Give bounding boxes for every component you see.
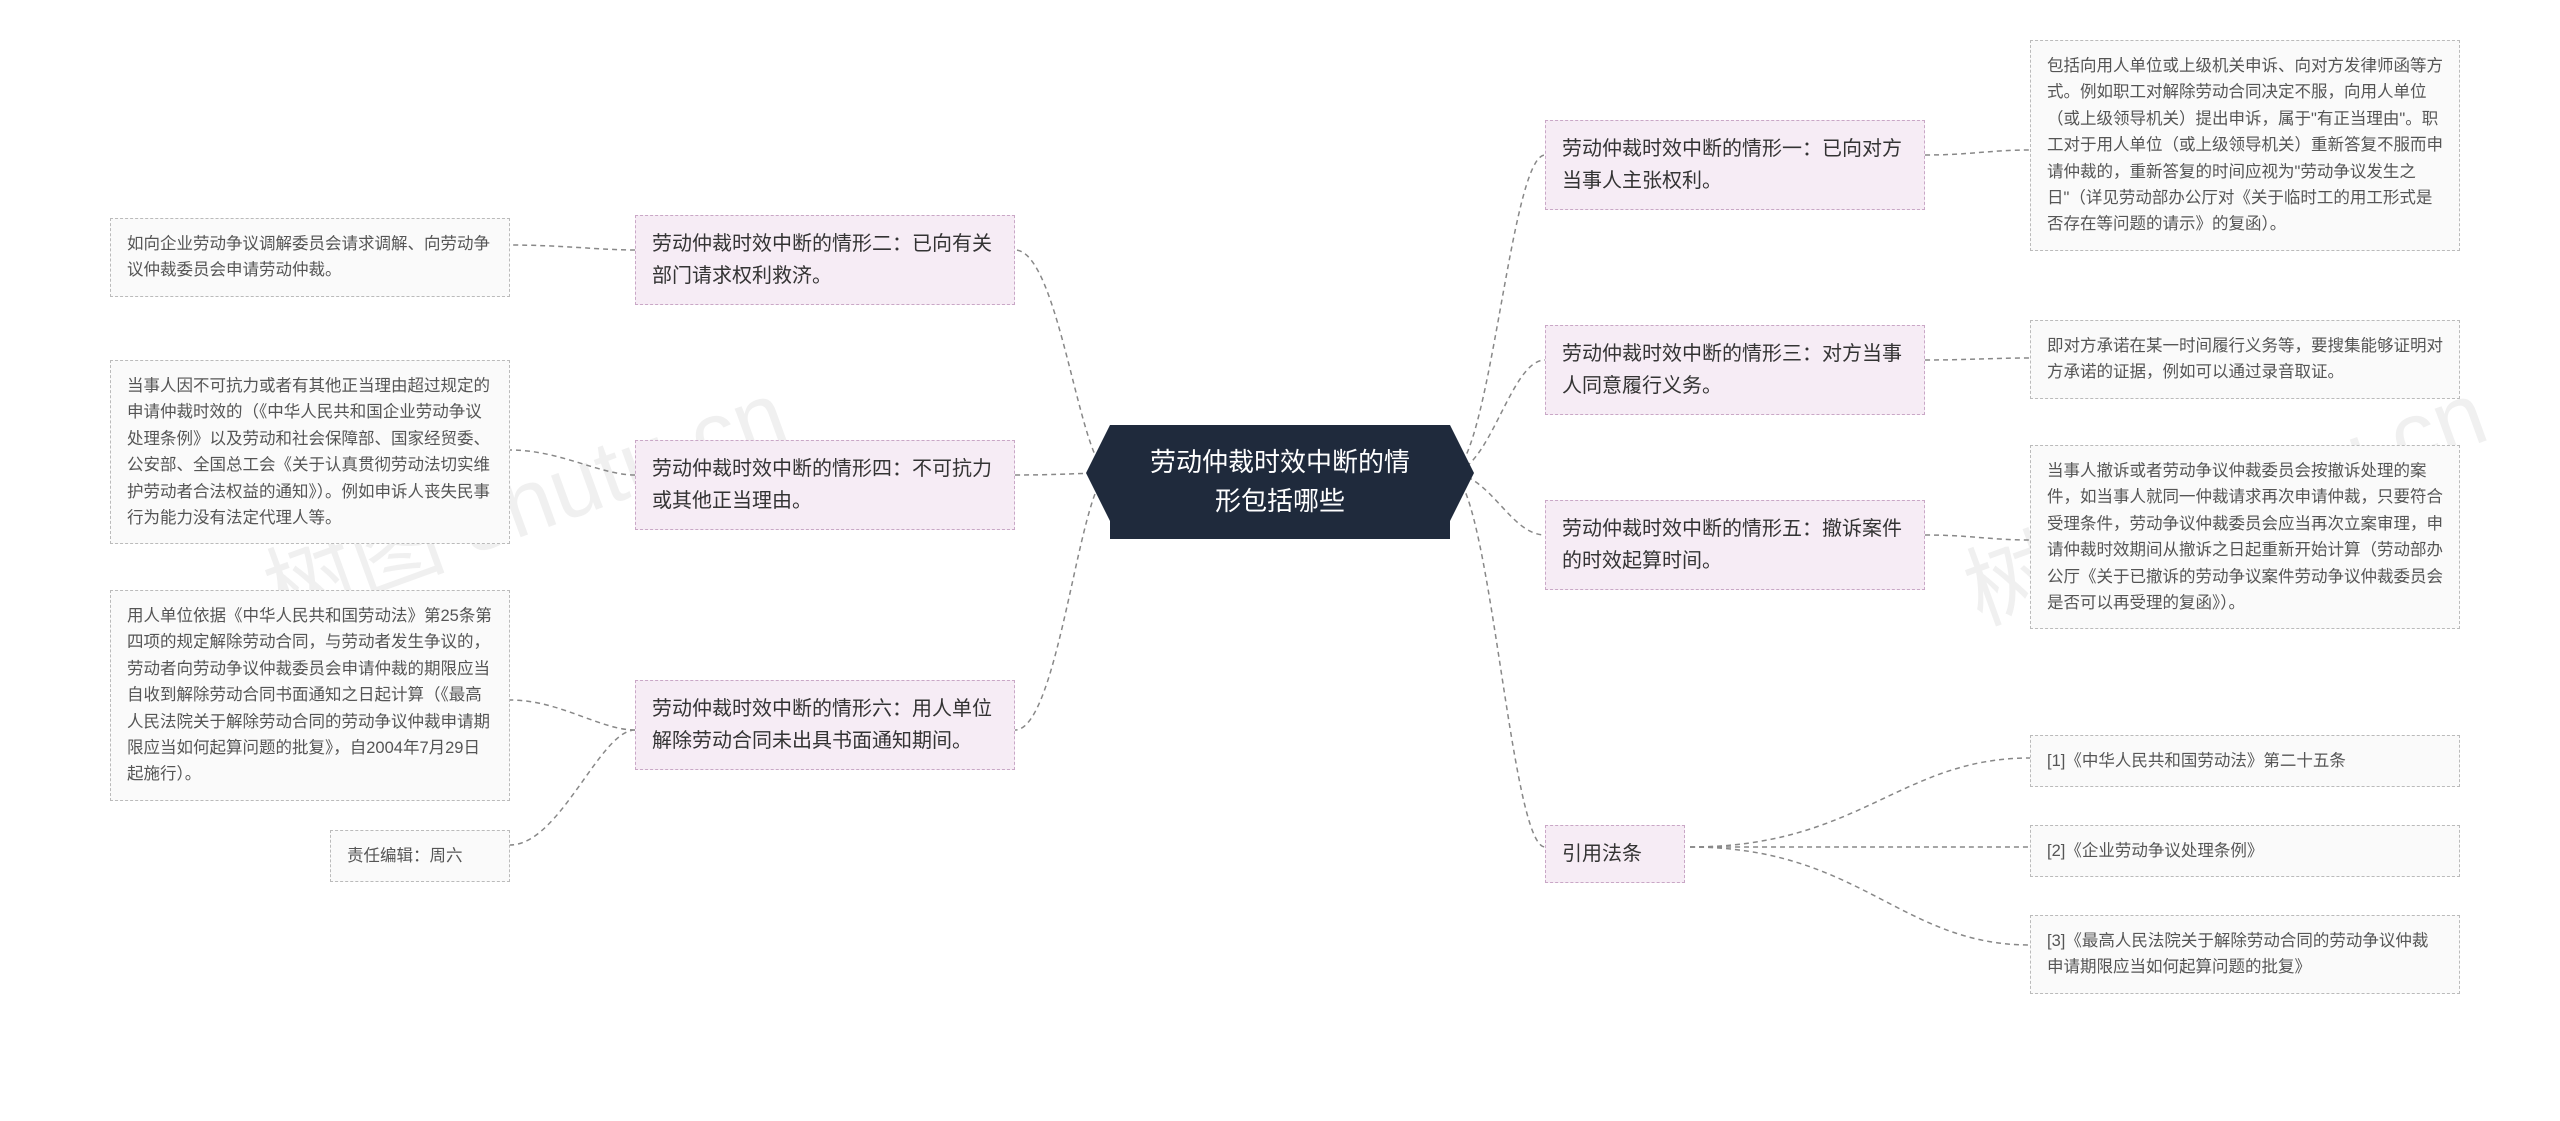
branch-case3: 劳动仲裁时效中断的情形三：对方当事人同意履行义务。 [1545,325,1925,415]
leaf-case4-detail: 当事人因不可抗力或者有其他正当理由超过规定的申请仲裁时效的（《中华人民共和国企业… [110,360,510,544]
branch-case2: 劳动仲裁时效中断的情形二：已向有关部门请求权利救济。 [635,215,1015,305]
leaf-case3-detail: 即对方承诺在某一时间履行义务等，要搜集能够证明对方承诺的证据，例如可以通过录音取… [2030,320,2460,399]
branch-case5: 劳动仲裁时效中断的情形五：撤诉案件的时效起算时间。 [1545,500,1925,590]
leaf-case1-detail: 包括向用人单位或上级机关申诉、向对方发律师函等方式。例如职工对解除劳动合同决定不… [2030,40,2460,251]
leaf-editor: 责任编辑：周六 [330,830,510,882]
branch-case4: 劳动仲裁时效中断的情形四：不可抗力或其他正当理由。 [635,440,1015,530]
leaf-law-2: [2]《企业劳动争议处理条例》 [2030,825,2460,877]
branch-laws: 引用法条 [1545,825,1685,883]
leaf-case5-detail: 当事人撤诉或者劳动争议仲裁委员会按撤诉处理的案件，如当事人就同一仲裁请求再次申请… [2030,445,2460,629]
leaf-law-1: [1]《中华人民共和国劳动法》第二十五条 [2030,735,2460,787]
leaf-case2-detail: 如向企业劳动争议调解委员会请求调解、向劳动争议仲裁委员会申请劳动仲裁。 [110,218,510,297]
center-node: 劳动仲裁时效中断的情形包括哪些 [1110,425,1450,539]
leaf-case6-detail: 用人单位依据《中华人民共和国劳动法》第25条第四项的规定解除劳动合同，与劳动者发… [110,590,510,801]
branch-case1: 劳动仲裁时效中断的情形一：已向对方当事人主张权利。 [1545,120,1925,210]
leaf-law-3: [3]《最高人民法院关于解除劳动合同的劳动争议仲裁申请期限应当如何起算问题的批复… [2030,915,2460,994]
branch-case6: 劳动仲裁时效中断的情形六：用人单位解除劳动合同未出具书面通知期间。 [635,680,1015,770]
